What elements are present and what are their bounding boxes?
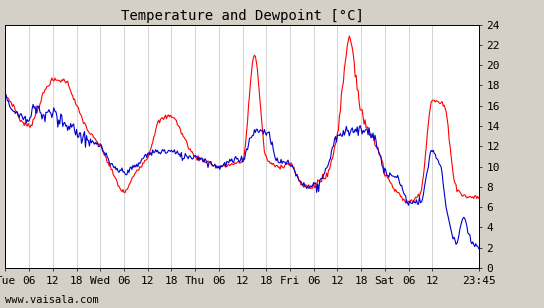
Text: www.vaisala.com: www.vaisala.com (5, 295, 99, 305)
Title: Temperature and Dewpoint [°C]: Temperature and Dewpoint [°C] (121, 10, 363, 23)
